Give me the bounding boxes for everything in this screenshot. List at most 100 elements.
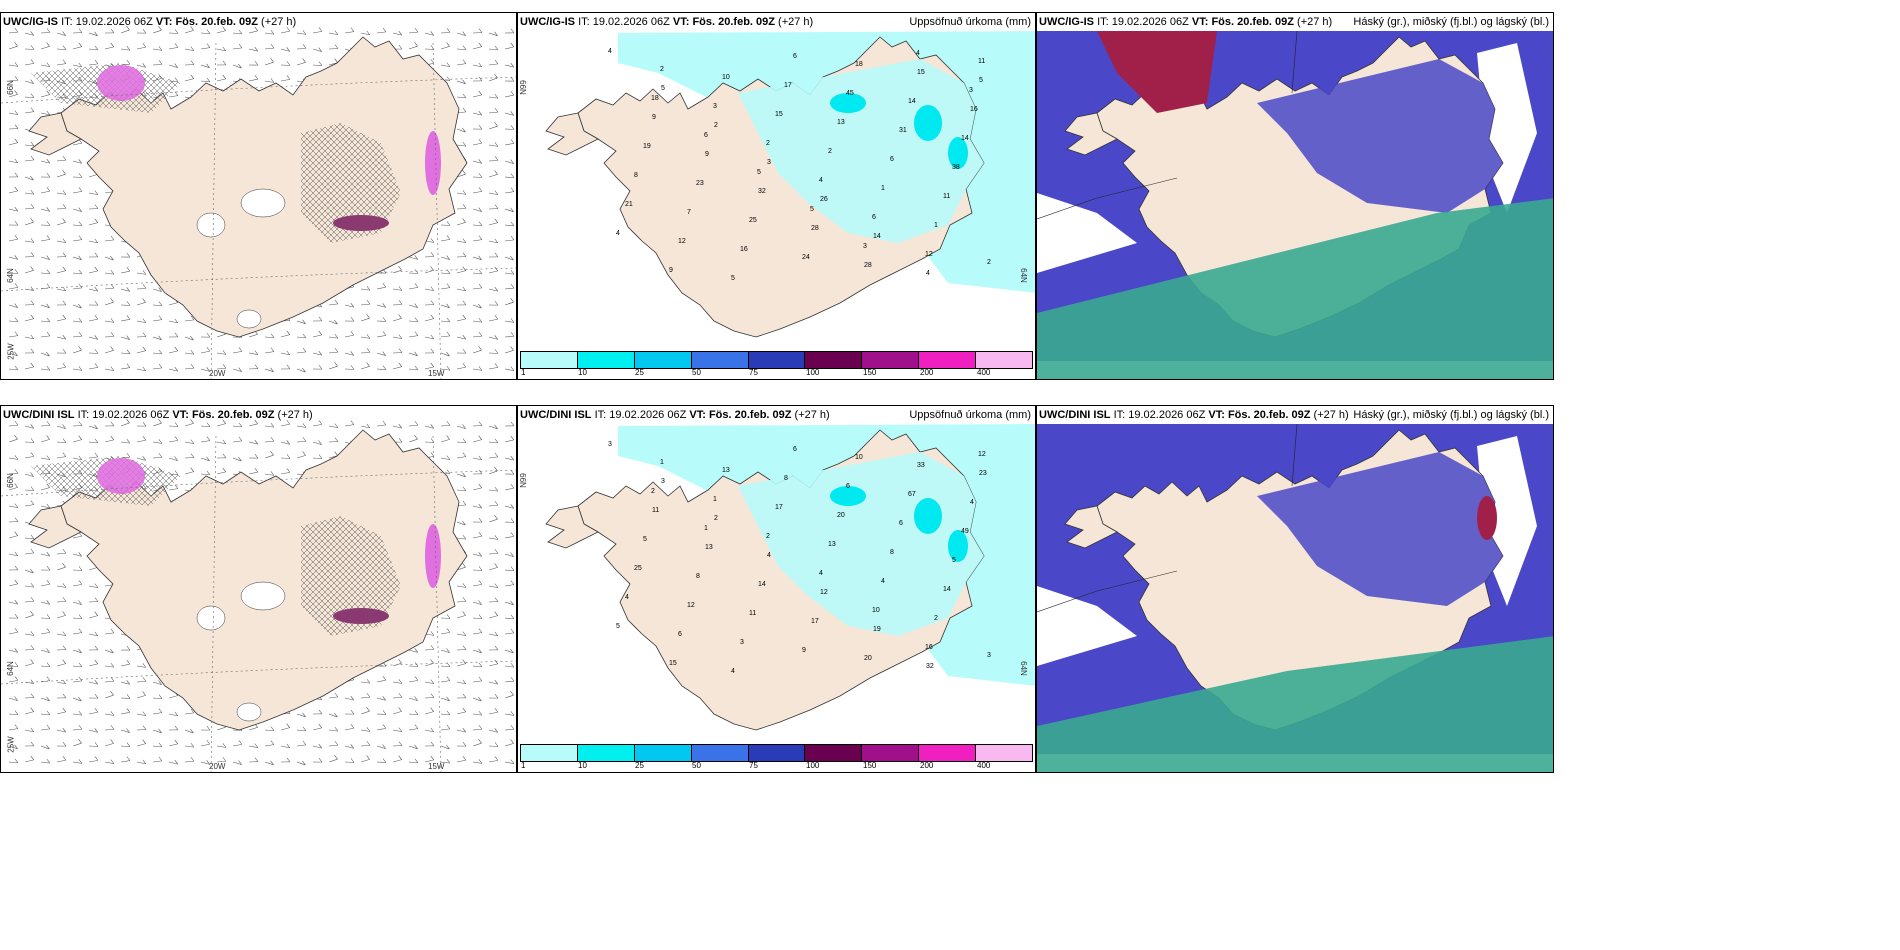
precip-value-label: 3 [767, 159, 771, 166]
precip-value-label: 4 [819, 570, 823, 577]
colorbar-tick: 25 [635, 761, 644, 770]
lat-label-64n: 64N [1018, 661, 1028, 676]
precip-value-label: 16 [925, 644, 933, 651]
precip-value-label: 6 [793, 446, 797, 453]
precip-value-label: 2 [714, 515, 718, 522]
precip-value-label: 6 [899, 520, 903, 527]
precip-value-label: 25 [634, 565, 642, 572]
panel-header: UWC/IG-IS IT: 19.02.2026 06Z VT: Fös. 20… [520, 16, 814, 28]
precip-value-label: 32 [758, 188, 766, 195]
colorbar-tick: 50 [692, 761, 701, 770]
colorbar-tick: 1 [521, 368, 526, 377]
colorbar-tick: 50 [692, 368, 701, 377]
precip-value-label: 5 [810, 206, 814, 213]
panel-title: Uppsöfnuð úrkoma (mm) [909, 409, 1031, 421]
precip-value-label: 17 [784, 82, 792, 89]
precip-value-label: 11 [652, 507, 659, 514]
precip-value-label: 14 [758, 581, 766, 588]
wind-map [1, 13, 516, 379]
colorbar-tick: 400 [977, 761, 991, 770]
panel-header: UWC/IG-IS IT: 19.02.2026 06Z VT: Fös. 20… [1039, 16, 1333, 28]
precip-value-label: 2 [660, 66, 664, 73]
precip-value-label: 1 [713, 496, 717, 503]
precip-value-label: 9 [802, 647, 806, 654]
colorbar-swatch [862, 745, 920, 761]
colorbar-tick: 150 [863, 368, 877, 377]
precip-value-label: 5 [952, 557, 956, 564]
precip-value-label: 14 [873, 233, 881, 240]
precip-colorbar: 1 10 25 50 75 100 150 200 400 [518, 349, 1035, 379]
precip-value-label: 5 [757, 169, 761, 176]
precip-value-label: 9 [669, 267, 673, 274]
precip-value-label: 7 [687, 209, 691, 216]
precip-value-label: 16 [970, 106, 978, 113]
colorbar-swatch [805, 352, 863, 368]
precip-value-label: 23 [696, 180, 704, 187]
precip-value-label: 32 [926, 663, 934, 670]
lat-label-64n: 64N [1018, 268, 1028, 283]
precip-value-label: 1 [881, 185, 885, 192]
colorbar-swatch [976, 352, 1033, 368]
precip-value-label: 3 [969, 87, 973, 94]
precip-value-label: 14 [961, 135, 969, 142]
precip-value-label: 12 [678, 238, 686, 245]
colorbar-swatch [577, 745, 635, 761]
precip-value-label: 12 [820, 589, 828, 596]
precip-value-label: 14 [908, 98, 916, 105]
colorbar-swatch [691, 352, 749, 368]
precip-value-label: 49 [961, 528, 969, 535]
colorbar-swatch [748, 745, 806, 761]
precip-value-label: 2 [766, 140, 770, 147]
colorbar-tick: 25 [635, 368, 644, 377]
lon-label-20w: 20W [209, 762, 226, 771]
colorbar-swatch [919, 745, 977, 761]
cloud-map [1037, 406, 1553, 772]
colorbar-swatch [521, 352, 578, 368]
precip-value-label: 1 [704, 525, 708, 532]
colorbar-swatch [634, 352, 692, 368]
precip-value-label: 11 [943, 193, 950, 200]
precip-value-label: 3 [713, 103, 717, 110]
precip-value-label: 3 [863, 243, 867, 250]
colorbar-tick: 75 [749, 761, 758, 770]
colorbar-tick: 150 [863, 761, 877, 770]
precip-value-label: 5 [643, 536, 647, 543]
precip-value-label: 2 [651, 488, 655, 495]
precip-value-label: 13 [705, 544, 713, 551]
precip-value-label: 6 [872, 214, 876, 221]
panel-igis-clouds: UWC/IG-IS IT: 19.02.2026 06Z VT: Fös. 20… [1036, 12, 1554, 380]
lat-label-66n: 66N [517, 473, 527, 488]
colorbar-swatch [577, 352, 635, 368]
precip-value-label: 17 [811, 618, 819, 625]
panel-header: UWC/DINI ISL IT: 19.02.2026 06Z VT: Fös.… [520, 409, 830, 421]
colorbar-swatch [805, 745, 863, 761]
lon-label-15w: 15W [428, 762, 445, 771]
colorbar-swatch [748, 352, 806, 368]
precip-value-label: 6 [704, 132, 708, 139]
lon-label-15w: 15W [428, 369, 445, 378]
precip-value-label: 8 [696, 573, 700, 580]
precip-value-label: 4 [625, 594, 629, 601]
precip-value-label: 15 [917, 69, 925, 76]
colorbar-tick: 400 [977, 368, 991, 377]
precip-value-label: 6 [678, 631, 682, 638]
colorbar-swatch [976, 745, 1033, 761]
precip-value-label: 45 [846, 90, 854, 97]
lat-label-64n: 64N [5, 268, 15, 283]
panel-header: UWC/IG-IS IT: 19.02.2026 06Z VT: Fös. 20… [3, 16, 297, 28]
precip-value-label: 12 [978, 451, 986, 458]
precip-value-label: 5 [979, 77, 983, 84]
colorbar-swatch [862, 352, 920, 368]
colorbar-tick: 10 [578, 368, 587, 377]
colorbar-tick: 200 [920, 761, 934, 770]
precip-value-label: 12 [925, 251, 933, 258]
panel-igis-precip: UWC/IG-IS IT: 19.02.2026 06Z VT: Fös. 20… [517, 12, 1036, 380]
cloud-map [1037, 13, 1553, 379]
colorbar-swatch [691, 745, 749, 761]
precip-value-label: 13 [837, 119, 845, 126]
precip-value-label: 3 [608, 441, 612, 448]
precip-value-label: 3 [661, 478, 665, 485]
precip-value-label: 28 [864, 262, 872, 269]
precip-value-label: 6 [793, 53, 797, 60]
precip-value-label: 20 [864, 655, 872, 662]
